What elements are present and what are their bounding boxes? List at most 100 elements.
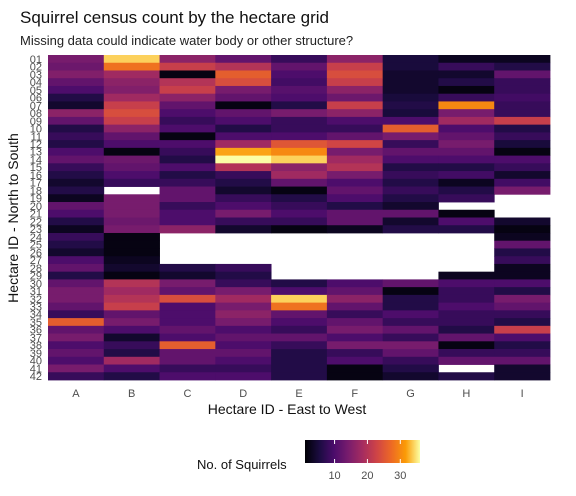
heatmap-cell-B-05 [103, 85, 160, 95]
y-tick-label: 20 [30, 201, 42, 213]
heatmap-cell-F-32 [326, 294, 384, 304]
heatmap-cell-C-03 [159, 70, 216, 79]
y-tick-label: 03 [30, 69, 42, 81]
x-tick-label: H [462, 388, 470, 400]
heatmap-cell-E-22 [271, 217, 328, 226]
heatmap-cell-A-09 [48, 116, 105, 126]
heatmap-cell-I-41 [494, 364, 551, 373]
heatmap-cell-H-15 [438, 163, 495, 172]
heatmap-cell-B-03 [103, 70, 160, 79]
heatmap-cell-F-22 [326, 217, 384, 226]
heatmap-cell-H-31 [438, 287, 495, 296]
y-tick-label: 40 [30, 356, 42, 368]
heatmap-cell-B-26 [103, 248, 160, 257]
heatmap-cell-F-42 [326, 372, 384, 381]
heatmap-cell-F-02 [326, 62, 384, 71]
heatmap-cell-D-10 [215, 124, 272, 133]
heatmap-cell-A-29 [48, 271, 105, 280]
heatmap-cell-G-10 [382, 124, 439, 133]
heatmap-cell-H-12 [438, 140, 495, 149]
legend-title: No. of Squirrels [197, 457, 287, 472]
y-tick-label: 25 [30, 240, 42, 252]
heatmap-cell-G-05 [382, 85, 439, 95]
y-tick-label: 34 [30, 309, 42, 321]
heatmap-cell-F-17 [326, 178, 384, 187]
heatmap-cell-F-35 [326, 318, 384, 327]
heatmap-cell-A-12 [48, 140, 105, 149]
heatmap-cell-E-15 [271, 163, 328, 172]
heatmap-cell-H-19 [438, 194, 495, 203]
heatmap-cell-C-11 [159, 132, 216, 141]
heatmap-cell-G-15 [382, 163, 439, 172]
x-tick-label: E [295, 388, 302, 400]
heatmap-cell-A-01 [48, 55, 105, 64]
y-axis-label: Hectare ID - North to South [5, 133, 21, 303]
heatmap-cell-D-14 [215, 155, 272, 164]
heatmap-cell-A-39 [48, 349, 105, 358]
heatmap-cell-H-08 [438, 109, 495, 118]
heatmap-cell-C-18 [159, 186, 216, 195]
heatmap-cell-H-11 [438, 132, 495, 141]
y-tick-label: 07 [30, 100, 42, 112]
heatmap-cell-E-35 [271, 318, 328, 327]
heatmap-cell-E-20 [271, 202, 328, 211]
heatmap-cell-D-18 [215, 186, 272, 195]
heatmap-cell-F-31 [326, 287, 384, 296]
heatmap-cell-E-32 [271, 294, 328, 304]
heatmap-cell-C-09 [159, 116, 216, 126]
heatmap-cell-C-08 [159, 109, 216, 118]
y-tick-label: 28 [30, 263, 42, 275]
heatmap-cell-E-39 [271, 349, 328, 358]
heatmap-cell-G-33 [382, 302, 439, 311]
heatmap-cell-F-14 [326, 155, 384, 164]
y-tick-label: 04 [30, 77, 42, 89]
heatmap-cell-I-34 [494, 310, 551, 319]
heatmap-cell-B-30 [103, 279, 160, 288]
heatmap-cell-I-08 [494, 109, 551, 118]
heatmap-cell-F-08 [326, 109, 384, 118]
heatmap-cell-B-24 [103, 232, 160, 242]
heatmap-cell-G-22 [382, 217, 439, 226]
heatmap-cell-G-40 [382, 356, 439, 365]
heatmap-cell-B-37 [103, 333, 160, 342]
chart-subtitle: Missing data could indicate water body o… [20, 33, 354, 48]
x-tick-label: B [128, 388, 135, 400]
heatmap-cells [48, 55, 551, 381]
heatmap-cell-F-36 [326, 325, 384, 334]
heatmap-cell-B-23 [103, 225, 160, 234]
heatmap-cell-A-37 [48, 333, 105, 342]
heatmap-cell-E-05 [271, 85, 328, 95]
heatmap-cell-F-40 [326, 356, 384, 365]
heatmap-cell-A-25 [48, 240, 105, 249]
heatmap-cell-C-07 [159, 101, 216, 110]
heatmap-cell-F-05 [326, 85, 384, 95]
heatmap-cell-E-30 [271, 279, 328, 288]
heatmap-cell-A-28 [48, 263, 105, 273]
heatmap-cell-A-26 [48, 248, 105, 257]
y-tick-label: 26 [30, 247, 42, 259]
y-tick-label: 14 [30, 154, 42, 166]
heatmap-cell-A-17 [48, 178, 105, 187]
heatmap-cell-C-28 [159, 263, 216, 273]
heatmap-cell-D-04 [215, 78, 272, 87]
heatmap-cell-G-19 [382, 194, 439, 203]
heatmap-cell-A-21 [48, 209, 105, 218]
heatmap-cell-F-16 [326, 171, 384, 180]
heatmap-cell-I-40 [494, 356, 551, 365]
heatmap-cell-H-01 [438, 55, 495, 64]
x-tick-label: D [239, 388, 247, 400]
heatmap-cell-C-01 [159, 55, 216, 64]
heatmap-cell-D-15 [215, 163, 272, 172]
heatmap-cell-I-27 [494, 256, 551, 265]
x-axis-label: Hectare ID - East to West [208, 401, 367, 417]
y-tick-label: 02 [30, 62, 42, 74]
heatmap-cell-E-34 [271, 310, 328, 319]
heatmap-cell-A-34 [48, 310, 105, 319]
heatmap-cell-E-41 [271, 364, 328, 373]
heatmap-cell-H-13 [438, 147, 495, 156]
heatmap-cell-I-17 [494, 178, 551, 187]
heatmap-cell-G-02 [382, 62, 439, 71]
heatmap-cell-D-42 [215, 372, 272, 381]
heatmap-cell-F-39 [326, 349, 384, 358]
heatmap-cell-E-33 [271, 302, 328, 311]
